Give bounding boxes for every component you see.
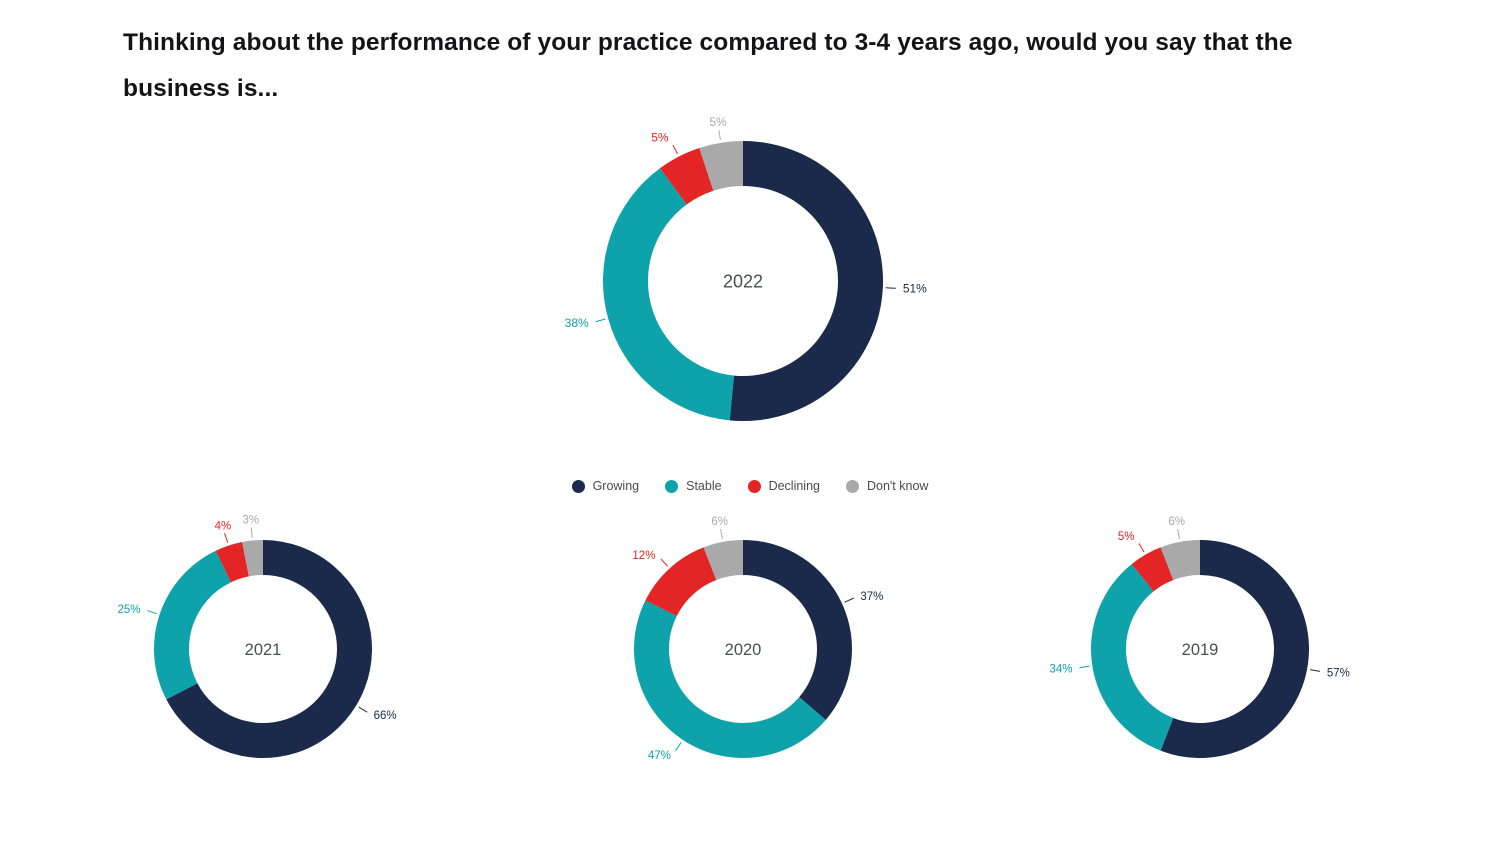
slice-declining	[1131, 547, 1174, 592]
donut-center-year-label: 2020	[725, 641, 762, 659]
donut-center-year-label: 2021	[245, 641, 282, 659]
slice-growing	[743, 540, 852, 720]
slice-don-t-know	[1160, 540, 1200, 580]
leader-line	[675, 742, 682, 751]
slice-value-label-don-t-know: 5%	[709, 115, 727, 129]
legend-item-stable: Stable	[665, 479, 722, 493]
slice-stable	[634, 600, 826, 758]
chart-legend: Growing Stable Declining Don't know	[0, 479, 1500, 493]
slice-value-label-growing: 51%	[903, 282, 927, 296]
slice-value-label-growing: 57%	[1327, 667, 1350, 679]
legend-label: Declining	[768, 479, 820, 493]
leader-line	[844, 597, 855, 603]
slice-value-label-stable: 38%	[565, 316, 589, 330]
slice-value-label-declining: 5%	[1118, 531, 1135, 543]
donut-chart-2019: 57% 34% 5% 6% 2019	[1049, 516, 1350, 758]
slice-stable	[603, 168, 734, 421]
slice-value-label-don-t-know: 6%	[1168, 516, 1185, 528]
legend-label: Stable	[686, 479, 722, 493]
legend-item-don-t-know: Don't know	[845, 479, 929, 493]
slice-don-t-know	[242, 540, 263, 577]
donut-chart-2022: 51% 38% 5% 5% 2022	[565, 115, 927, 421]
slice-value-label-don-t-know: 6%	[711, 516, 728, 528]
slice-value-label-don-t-know: 3%	[242, 515, 259, 527]
legend-item-growing: Growing	[571, 479, 640, 493]
legend-swatch-icon	[845, 479, 859, 493]
slice-growing	[166, 540, 372, 758]
leader-line	[718, 129, 721, 140]
page-title: Thinking about the performance of your p…	[123, 29, 1293, 102]
slice-value-label-stable: 34%	[1049, 663, 1072, 675]
leader-line	[358, 706, 368, 713]
slice-declining	[215, 542, 249, 583]
legend-item-declining: Declining	[747, 479, 820, 493]
donut-center-year-label: 2022	[723, 271, 763, 291]
leader-line	[250, 527, 253, 538]
slice-stable	[154, 550, 231, 700]
leader-line	[672, 144, 678, 155]
slice-value-label-stable: 25%	[117, 604, 140, 616]
leader-line	[1079, 665, 1090, 669]
slice-value-label-growing: 37%	[860, 591, 883, 603]
leader-line	[1138, 543, 1145, 553]
donut-chart-2021: 66% 25% 4% 3% 2021	[117, 515, 397, 758]
leader-line	[147, 610, 157, 615]
legend-swatch-icon	[747, 479, 761, 493]
slice-declining	[659, 147, 714, 205]
legend-label: Don't know	[866, 479, 929, 493]
slice-value-label-declining: 4%	[215, 520, 232, 532]
leader-line	[224, 533, 229, 543]
slice-value-label-declining: 12%	[632, 550, 655, 562]
slice-don-t-know	[699, 141, 743, 191]
leader-line	[660, 558, 668, 567]
legend-swatch-icon	[665, 479, 679, 493]
slice-stable	[1091, 564, 1174, 751]
slice-value-label-stable: 47%	[648, 750, 671, 762]
leader-line	[1310, 669, 1321, 672]
legend-swatch-icon	[571, 479, 585, 493]
slice-value-label-growing: 66%	[374, 710, 397, 722]
legend-label: Growing	[592, 479, 640, 493]
leader-line	[720, 528, 723, 539]
leader-line	[1177, 528, 1180, 539]
slice-value-label-declining: 5%	[651, 131, 669, 145]
leader-line	[595, 318, 606, 323]
donut-chart-2020: 37% 47% 12% 6% 2020	[632, 516, 883, 762]
slice-declining	[645, 547, 717, 617]
slice-don-t-know	[703, 540, 743, 580]
slice-growing	[729, 141, 883, 421]
slice-growing	[1160, 540, 1309, 758]
donut-center-year-label: 2019	[1182, 641, 1219, 659]
